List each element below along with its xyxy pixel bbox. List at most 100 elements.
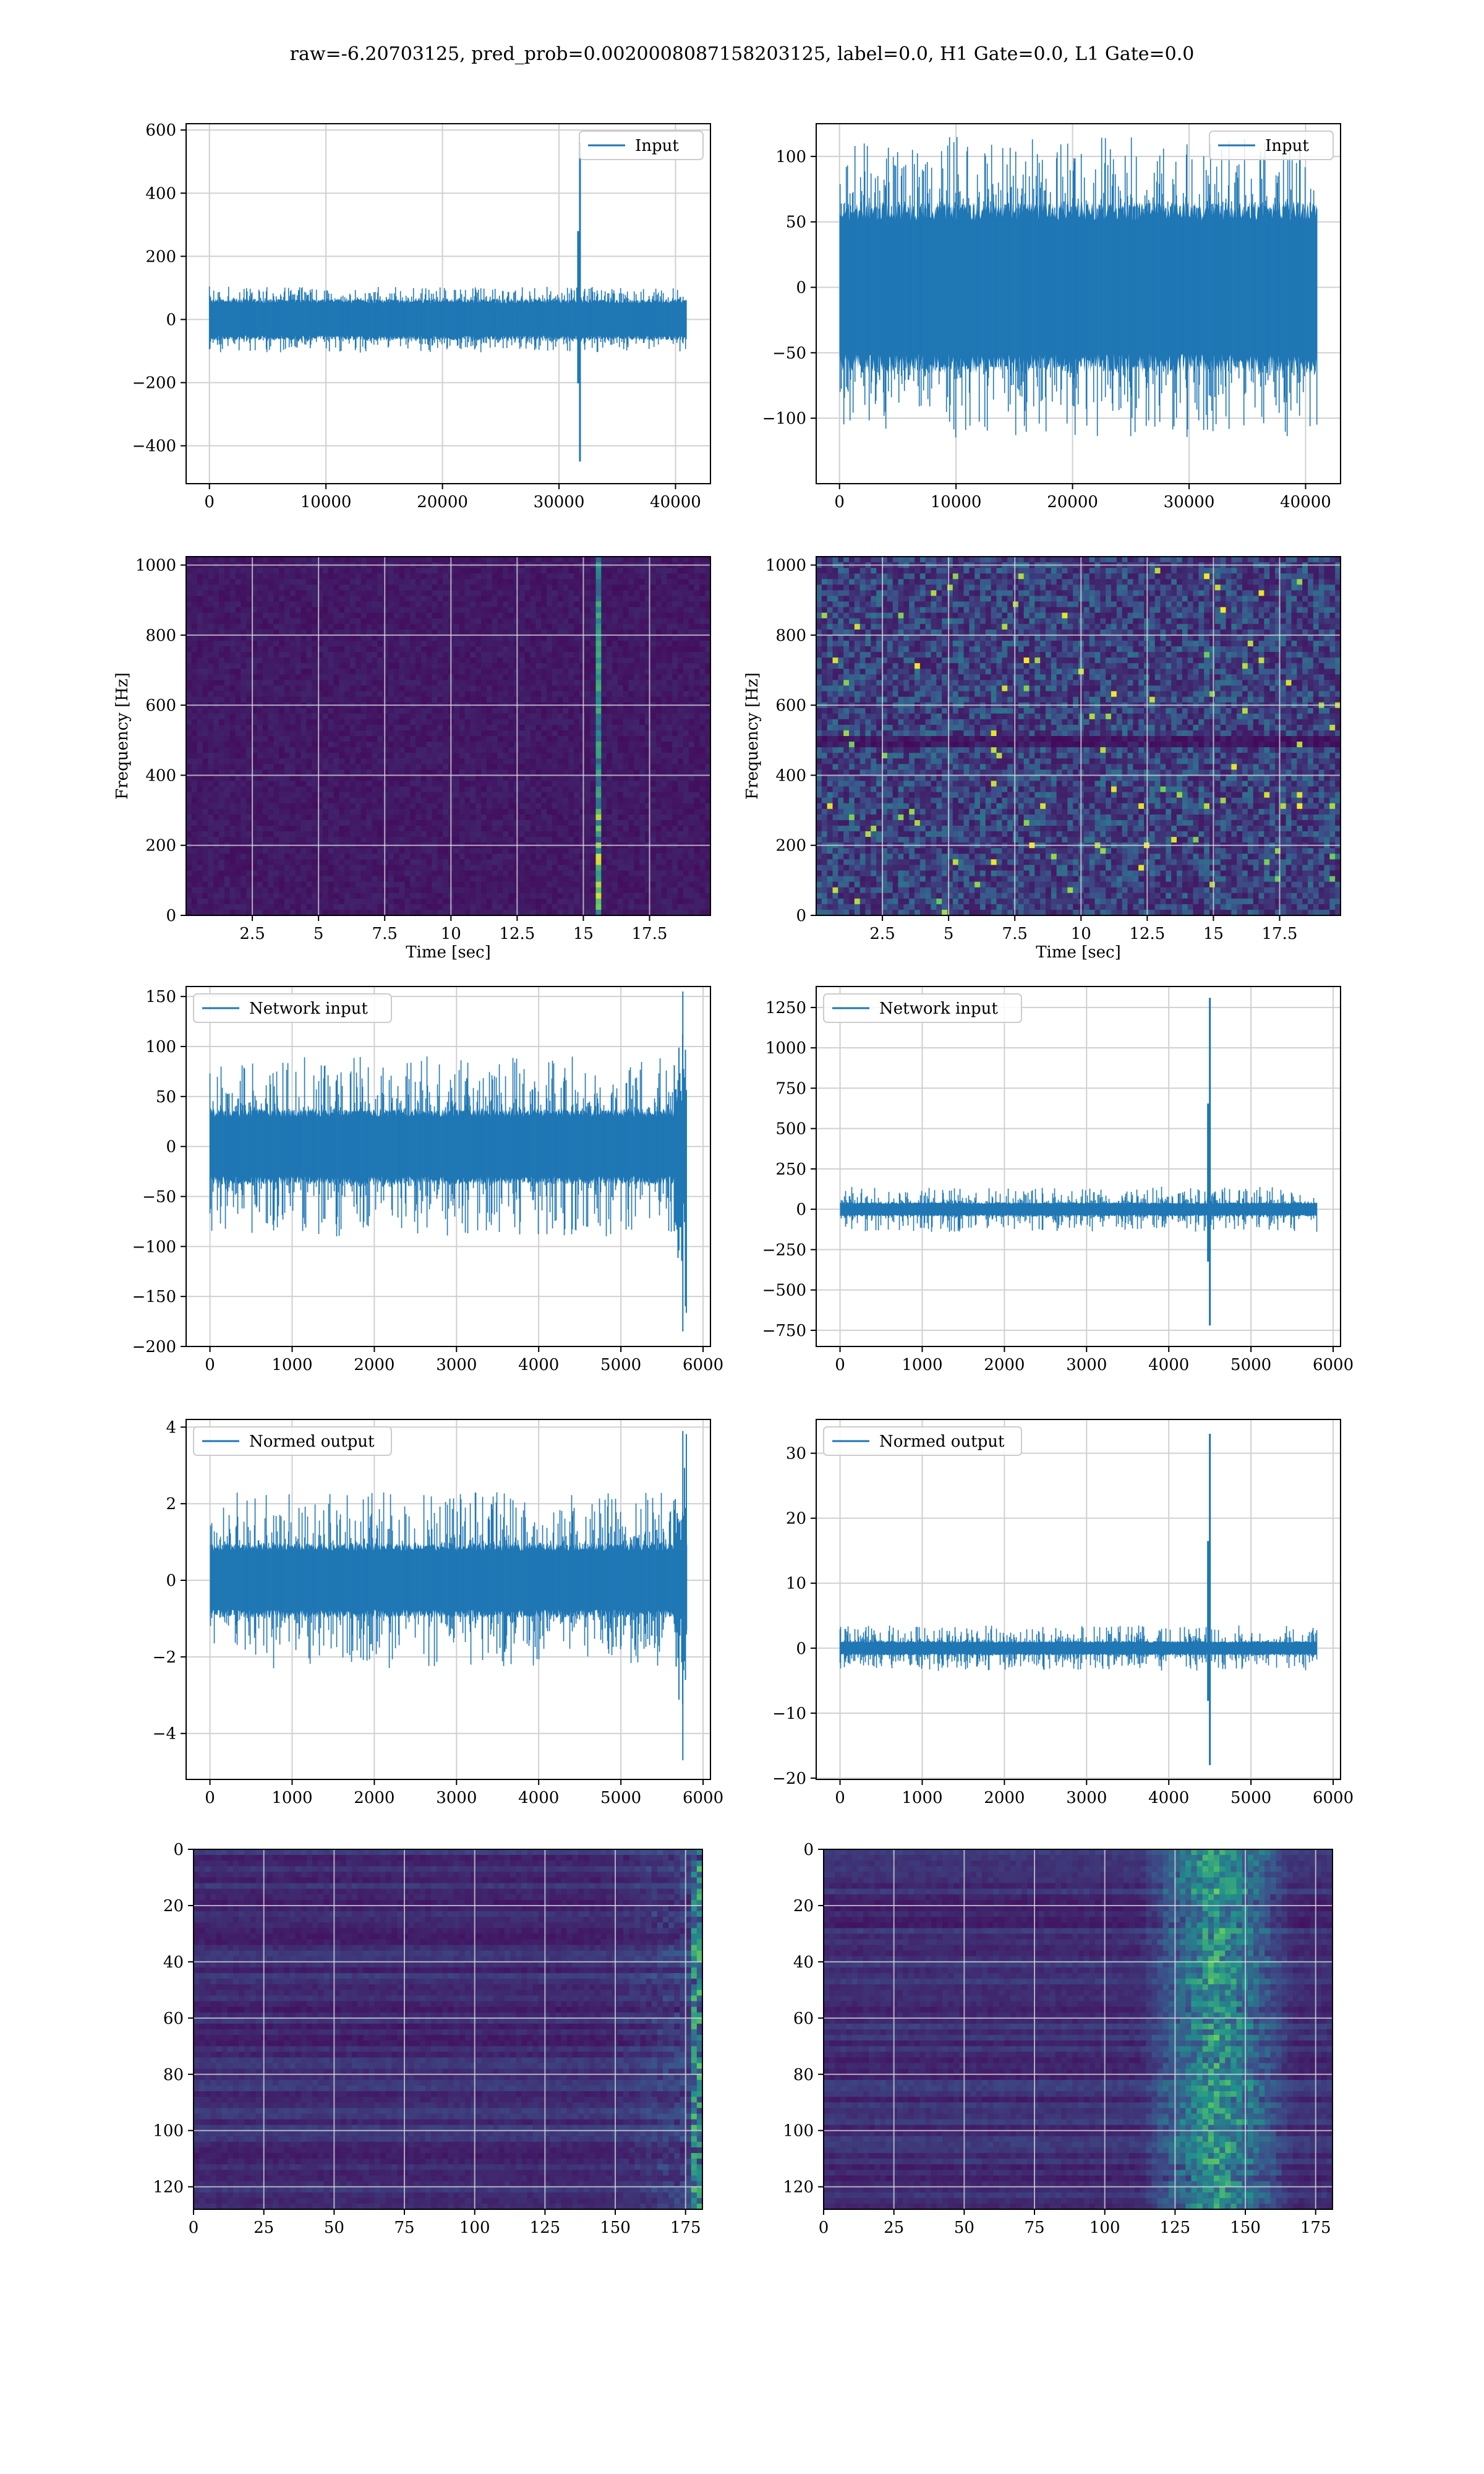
- net-l1-ytick-label: −750: [762, 1322, 806, 1340]
- norm-h1-legend: Normed output: [193, 1426, 392, 1456]
- feat-l1-ytick-label: 40: [793, 1953, 814, 1972]
- input-h1-ytick-label: 0: [166, 311, 176, 330]
- norm-l1-xtick-label: 1000: [902, 1789, 942, 1807]
- net-h1-ytick-label: 150: [145, 988, 176, 1006]
- norm-l1-axes: 0 1000 2000 3000 4000 5000 6000 −20 −10 0 10 20 30: [772, 1419, 1354, 1807]
- norm-h1-xtick-label: 3000: [436, 1789, 477, 1807]
- feat-l1-ytick-label: 120: [783, 2178, 814, 2197]
- feat-h1-xtick-label: 175: [670, 2219, 701, 2237]
- input-l1-legend-label: Input: [1265, 137, 1309, 155]
- norm-h1-xtick-label: 4000: [518, 1789, 559, 1807]
- net-l1-legend-label: Network input: [879, 999, 998, 1018]
- spec-l1-ytick-label: 600: [775, 696, 806, 715]
- net-h1-tail-burst: [673, 991, 688, 1332]
- feat-l1-ytick-label: 0: [803, 1841, 814, 1859]
- norm-l1-xtick-label: 0: [835, 1789, 845, 1807]
- feat-l1-ytick-label: 20: [793, 1897, 814, 1915]
- input-h1-ytick-label: −200: [132, 374, 176, 393]
- input-l1-ytick-label: 0: [796, 279, 806, 297]
- feat-l1-frame: [823, 1849, 1333, 2210]
- spec-h1-axes: 2.5 5 7.5 10 12.5 15 17.5 0 200 400 600 800 1000 Time…: [113, 556, 711, 962]
- feat-l1-ytick-label: 60: [793, 2010, 814, 2028]
- spec-h1-ytick-label: 200: [145, 837, 176, 855]
- feat-h1-axes: 0 25 50 75 100 125 150 175 0 20 40 60 80 100 120: [153, 1841, 703, 2237]
- net-h1-ytick-label: −200: [132, 1338, 176, 1356]
- input-h1-signal-spikes: [208, 286, 687, 353]
- spec-l1-xtick-label: 2.5: [869, 925, 895, 943]
- feat-h1-ytick-label: 80: [163, 2066, 184, 2084]
- feat-h1-xtick-label: 100: [459, 2219, 490, 2237]
- spec-l1-ytick-label: 800: [775, 627, 806, 645]
- input-h1-xtick-label: 40000: [650, 493, 701, 511]
- feat-h1-xtick-label: 50: [324, 2219, 344, 2237]
- spec-h1-ytick-label: 800: [145, 627, 176, 645]
- norm-h1-xtick-label: 6000: [683, 1789, 723, 1807]
- feat-l1-xtick-label: 50: [954, 2219, 974, 2237]
- feat-l1-xtick-label: 150: [1230, 2219, 1261, 2237]
- spec-h1-xtick-label: 15: [573, 925, 594, 943]
- input-l1-xtick-label: 30000: [1164, 493, 1215, 511]
- feat-h1-image: [194, 1849, 703, 2210]
- net-l1-series: [840, 998, 1318, 1326]
- net-h1-ytick-label: 100: [145, 1038, 176, 1056]
- spec-l1-frame: [816, 556, 1341, 916]
- norm-l1-ytick-label: 10: [786, 1575, 806, 1593]
- input-l1-ytick-label: −100: [762, 409, 806, 428]
- norm-h1-signal-spikes: [210, 1492, 688, 1669]
- norm-h1-ytick-label: 2: [166, 1495, 176, 1513]
- spec-l1-xtick-label: 12.5: [1129, 925, 1165, 943]
- norm-h1-xtick-label: 2000: [354, 1789, 394, 1807]
- norm-h1-legend-label: Normed output: [249, 1432, 375, 1451]
- net-h1-xtick-label: 2000: [354, 1356, 394, 1374]
- net-l1-ytick-label: 1250: [765, 999, 806, 1017]
- input-l1-ytick-label: −50: [772, 344, 806, 362]
- spec-h1-ylabel: Frequency [Hz]: [113, 672, 132, 800]
- norm-h1-frame: [186, 1419, 711, 1780]
- net-l1-frame: [816, 986, 1341, 1347]
- input-h1-ytick-label: 200: [145, 247, 176, 266]
- spec-l1-ytick-label: 200: [775, 837, 806, 855]
- net-l1-ytick-label: 250: [775, 1160, 806, 1179]
- input-l1-xtick-label: 40000: [1280, 493, 1331, 511]
- net-h1-ytick-label: 50: [156, 1088, 176, 1106]
- feat-h1-ytick-label: 40: [163, 1953, 184, 1972]
- feat-l1-xtick-label: 100: [1090, 2219, 1120, 2237]
- input-h1-ytick-label: 600: [145, 121, 176, 140]
- spec-h1-xtick-label: 10: [441, 925, 461, 943]
- spec-h1-ytick-label: 0: [166, 907, 176, 925]
- spec-h1-xtick-label: 5: [313, 925, 324, 943]
- net-l1-legend: Network input: [823, 993, 1022, 1023]
- net-h1-frame: [186, 986, 711, 1347]
- net-l1-ytick-label: −500: [762, 1282, 806, 1300]
- input-l1-ytick-label: 100: [775, 148, 806, 166]
- net-h1-xtick-label: 5000: [600, 1356, 641, 1374]
- feat-h1-xtick-label: 125: [530, 2219, 561, 2237]
- spec-h1-xlabel: Time [sec]: [406, 943, 491, 962]
- norm-l1-xtick-label: 3000: [1066, 1789, 1107, 1807]
- norm-h1-ytick-label: 0: [166, 1572, 176, 1590]
- norm-l1-legend: Normed output: [823, 1426, 1022, 1456]
- input-h1-xtick-label: 10000: [301, 493, 352, 511]
- net-h1-xtick-label: 0: [205, 1356, 215, 1374]
- feat-h1-ytick-label: 100: [153, 2122, 184, 2141]
- feat-h1-xtick-label: 0: [189, 2219, 199, 2237]
- net-l1-ytick-label: 0: [796, 1201, 806, 1219]
- input-l1-series: [839, 137, 1318, 438]
- norm-l1-legend-label: Normed output: [879, 1432, 1005, 1451]
- input-h1-glitch-spike: [577, 142, 581, 462]
- norm-l1-xtick-label: 2000: [984, 1789, 1025, 1807]
- net-l1-glitch-spike: [1207, 998, 1211, 1326]
- net-l1-ytick-label: −250: [762, 1241, 806, 1259]
- net-h1-ytick-label: 0: [166, 1138, 176, 1157]
- net-h1-xtick-label: 4000: [518, 1356, 559, 1374]
- norm-h1-ytick-label: 4: [166, 1418, 176, 1437]
- net-l1-xtick-label: 5000: [1230, 1356, 1271, 1374]
- spec-l1-xtick-label: 5: [944, 925, 954, 943]
- input-l1-ytick-label: 50: [786, 213, 806, 232]
- feat-l1-ytick-label: 80: [793, 2066, 814, 2084]
- feat-l1-xtick-label: 125: [1160, 2219, 1191, 2237]
- spec-l1-image: [816, 557, 1341, 916]
- spec-l1-axes: 2.5 5 7.5 10 12.5 15 17.5 0 200 400 600 800 1000 Time…: [743, 556, 1341, 962]
- net-l1-xtick-label: 2000: [984, 1356, 1025, 1374]
- norm-l1-signal-spikes: [839, 1625, 1318, 1671]
